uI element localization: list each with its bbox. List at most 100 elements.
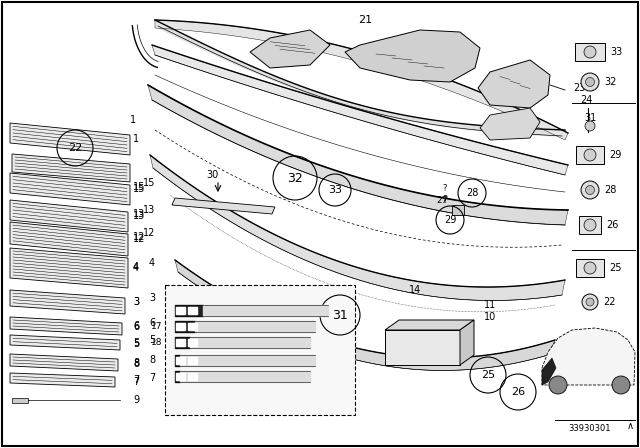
Polygon shape [188,357,197,364]
Text: 13: 13 [133,209,145,219]
Polygon shape [10,173,130,205]
Text: 22: 22 [68,143,82,153]
Polygon shape [152,45,568,175]
Text: 25: 25 [481,370,495,380]
Text: 9: 9 [133,395,139,405]
Text: 12: 12 [143,228,155,238]
Text: 20: 20 [230,296,241,305]
Circle shape [584,262,596,274]
Text: 12: 12 [133,234,145,244]
Text: 33930301: 33930301 [569,423,611,432]
Text: 14: 14 [409,285,421,295]
Text: 30: 30 [206,170,218,180]
Polygon shape [385,320,474,330]
Text: 33: 33 [328,185,342,195]
Polygon shape [542,358,556,385]
Polygon shape [10,335,120,350]
Circle shape [584,219,596,231]
Polygon shape [176,323,185,330]
Circle shape [586,298,594,306]
Polygon shape [188,339,197,346]
Polygon shape [10,248,128,288]
Polygon shape [175,321,195,332]
Polygon shape [480,108,540,140]
Text: 27: 27 [436,195,448,204]
Polygon shape [10,354,118,371]
Text: 6: 6 [133,321,139,331]
Polygon shape [203,305,328,316]
Polygon shape [172,198,275,214]
Polygon shape [10,373,115,387]
Text: 31: 31 [584,113,596,123]
Text: 15: 15 [133,184,145,194]
Polygon shape [180,355,315,366]
Polygon shape [175,305,203,316]
Polygon shape [175,371,180,382]
Polygon shape [576,259,604,277]
Text: 3: 3 [149,293,155,303]
Text: 33: 33 [610,47,622,57]
Polygon shape [150,155,565,301]
Text: 3: 3 [133,297,139,307]
Circle shape [581,73,599,91]
Text: 25: 25 [609,263,621,273]
Circle shape [612,376,630,394]
Polygon shape [176,357,185,364]
Circle shape [584,149,596,161]
Text: 17: 17 [150,322,162,331]
Text: 28: 28 [604,185,616,195]
Text: 5: 5 [148,335,155,345]
Text: 8: 8 [149,355,155,365]
Text: ∧: ∧ [627,421,634,431]
Text: 5: 5 [133,337,140,348]
Polygon shape [542,328,635,385]
Text: 7: 7 [133,375,140,385]
Polygon shape [180,371,310,382]
Text: 8: 8 [133,358,139,367]
Bar [165,285,355,415]
Circle shape [585,121,595,131]
Text: 26: 26 [511,387,525,397]
Polygon shape [10,290,125,314]
Text: 7: 7 [148,373,155,383]
Text: 32: 32 [604,77,616,87]
Text: 22: 22 [603,297,616,307]
Text: 11: 11 [484,300,496,310]
Circle shape [549,376,567,394]
Text: -20: -20 [318,372,333,381]
Text: 32: 32 [287,172,303,185]
Polygon shape [10,123,130,155]
Polygon shape [12,398,28,403]
Text: 18: 18 [150,338,162,347]
Text: 19: 19 [323,356,335,365]
Polygon shape [10,200,128,232]
Text: 26: 26 [606,220,618,230]
Bar [452,205,464,215]
Text: 13: 13 [133,211,145,221]
Polygon shape [385,330,460,365]
Polygon shape [176,373,185,380]
Polygon shape [345,30,480,82]
Polygon shape [576,146,604,164]
Text: ?: ? [442,195,447,205]
Polygon shape [190,337,310,348]
Text: 8: 8 [133,359,139,369]
Polygon shape [460,320,474,365]
Circle shape [584,46,596,58]
Polygon shape [579,216,601,234]
Text: 16: 16 [198,296,210,305]
Polygon shape [188,323,197,330]
Text: 29: 29 [444,215,456,225]
Text: 29: 29 [609,150,621,160]
Circle shape [586,78,595,86]
Text: 13: 13 [143,205,155,215]
Text: ?: ? [443,184,447,193]
Text: 15: 15 [133,182,145,192]
Text: 4: 4 [133,263,139,273]
Polygon shape [176,339,185,346]
Text: 5: 5 [133,339,140,349]
Text: 6: 6 [133,322,139,332]
Text: 28: 28 [466,188,478,198]
Circle shape [581,181,599,199]
Text: 15: 15 [143,178,155,188]
